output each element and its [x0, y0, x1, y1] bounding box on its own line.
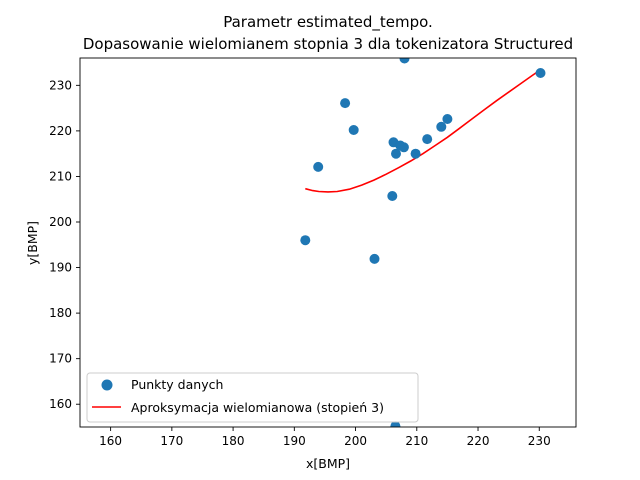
chart-title-line-2: Dopasowanie wielomianem stopnia 3 dla to… — [83, 35, 573, 53]
y-axis: 160 170 180 190 200 210 220 230 — [49, 78, 80, 411]
y-tick-label: 190 — [49, 261, 72, 275]
data-point-2 — [340, 98, 351, 109]
data-point-0 — [300, 235, 311, 246]
data-point-11 — [410, 148, 421, 159]
data-point-15 — [535, 68, 546, 78]
y-tick-label: 170 — [49, 352, 72, 366]
fit-line — [305, 69, 541, 193]
x-axis-label: x[BMP] — [306, 456, 350, 471]
chart-title: Parametr estimated_tempo. Dopasowanie wi… — [83, 13, 573, 53]
y-tick-label: 160 — [49, 397, 72, 411]
y-tick-label: 230 — [49, 78, 72, 92]
data-layer — [300, 58, 546, 427]
data-point-10 — [399, 58, 410, 64]
x-axis: 160 170 180 190 200 210 220 230 — [99, 427, 551, 448]
x-tick-label: 200 — [344, 434, 367, 448]
legend-label-scatter: Punkty danych — [131, 377, 223, 392]
data-point-7 — [391, 148, 401, 159]
chart-title-line-1: Parametr estimated_tempo. — [223, 13, 433, 32]
data-point-5 — [387, 191, 398, 201]
data-point-9 — [398, 142, 409, 153]
data-point-12 — [422, 134, 433, 145]
y-tick-label: 220 — [49, 124, 72, 138]
x-tick-label: 190 — [283, 434, 306, 448]
y-tick-label: 180 — [49, 306, 72, 320]
data-point-14 — [442, 114, 453, 124]
y-tick-label: 210 — [49, 169, 72, 183]
x-tick-label: 160 — [99, 434, 122, 448]
x-tick-label: 230 — [528, 434, 551, 448]
legend-box — [86, 372, 419, 423]
plot-frame — [79, 57, 577, 428]
x-tick-label: 170 — [160, 434, 183, 448]
x-tick-label: 210 — [405, 434, 428, 448]
data-point-13 — [436, 121, 447, 132]
x-tick-label: 220 — [467, 434, 490, 448]
data-point-1 — [313, 161, 324, 172]
legend: Punkty danych Aproksymacja wielomianowa … — [86, 372, 419, 423]
x-tick-label: 180 — [222, 434, 245, 448]
legend-marker-scatter — [101, 379, 113, 391]
data-point-16 — [390, 421, 401, 427]
data-point-3 — [348, 125, 359, 135]
y-axis-label: y[BMP] — [25, 221, 40, 265]
legend-label-line: Aproksymacja wielomianowa (stopień 3) — [131, 400, 384, 415]
data-point-4 — [369, 253, 380, 264]
y-tick-label: 200 — [49, 215, 72, 229]
